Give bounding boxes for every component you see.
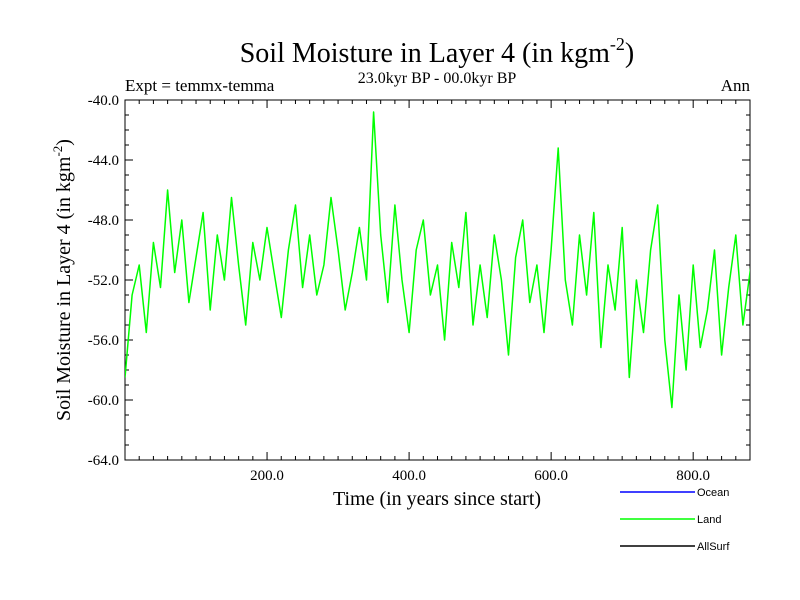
y-axis-label-text: Soil Moisture in Layer 4 (in kgm [53,156,75,421]
y-tick-label: -56.0 [88,333,119,349]
y-tick-label: -60.0 [88,393,119,409]
legend-label-ocean: Ocean [697,487,729,499]
x-tick-label: 200.0 [250,468,284,484]
chart-title-superscript: -2 [610,34,625,54]
chart-title-text: Soil Moisture in Layer 4 (in kgm [240,38,610,69]
period-label: Ann [721,76,751,95]
chart-subtitle: 23.0kyr BP - 00.0kyr BP [358,70,517,87]
y-tick-label: -52.0 [88,273,119,289]
legend-label-allsurf: AllSurf [697,541,730,553]
y-tick-label: -64.0 [88,453,119,469]
series-line-land [125,111,750,409]
y-axis-label-close: ) [53,139,75,146]
chart-title-close: ) [625,38,634,69]
y-tick-label: -48.0 [88,213,119,229]
x-axis-label: Time (in years since start) [333,488,541,510]
x-tick-label: 800.0 [676,468,710,484]
y-tick-label: -40.0 [88,93,119,109]
y-axis-label-superscript: -2 [50,146,65,157]
x-axis: 200.0 400.0 600.0 800.0 [138,100,737,484]
y-axis: -40.0 -44.0 -48.0 -52.0 -56.0 -60.0 -64.0 [88,93,750,469]
y-axis-label: Soil Moisture in Layer 4 (in kgm-2) [50,139,75,421]
plot-frame [124,99,751,461]
legend: Ocean Land AllSurf [620,487,730,553]
x-tick-label: 400.0 [392,468,426,484]
y-tick-label: -44.0 [88,153,119,169]
experiment-label: Expt = temmx-temma [125,76,275,95]
legend-label-land: Land [697,514,721,526]
chart-title: Soil Moisture in Layer 4 (in kgm-2) [240,34,635,69]
x-tick-label: 600.0 [534,468,568,484]
